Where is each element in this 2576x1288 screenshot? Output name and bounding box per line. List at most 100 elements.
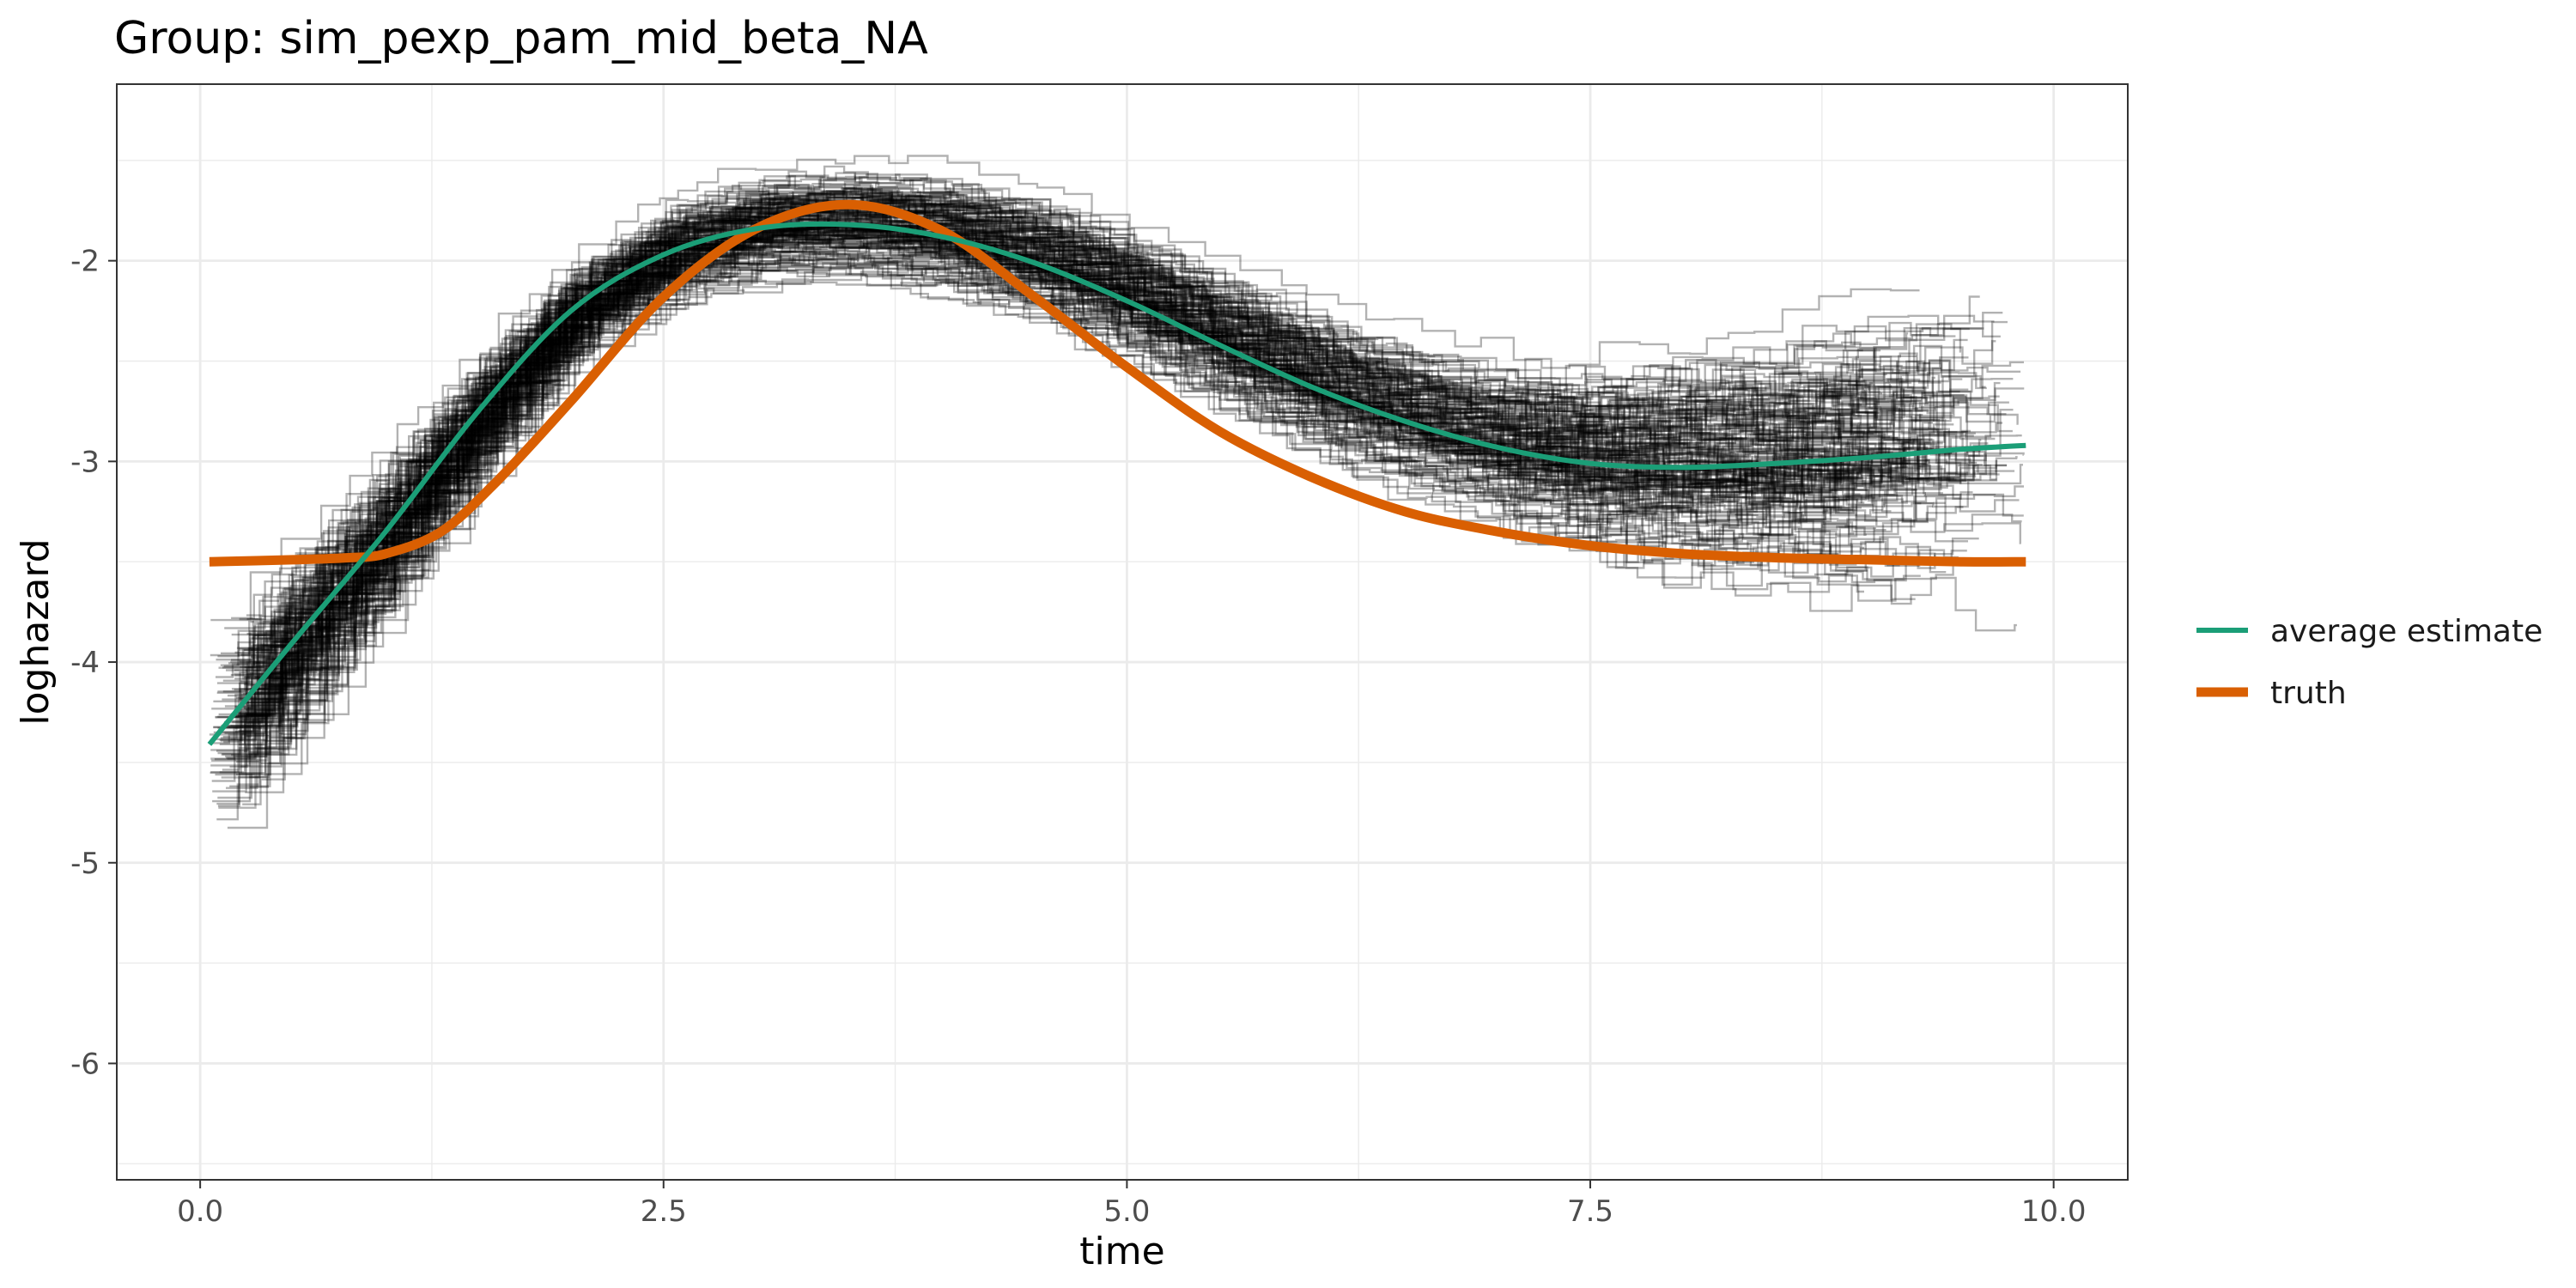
replicate-curve	[250, 210, 2009, 677]
replicate-curve	[218, 261, 1868, 809]
y-axis: -6 -5 -4 -3 -2	[70, 245, 117, 1081]
replicate-curve	[211, 246, 1922, 782]
replicate-curve	[249, 263, 1921, 779]
replicate-curve	[251, 194, 1874, 652]
replicate-curve	[234, 202, 1936, 680]
replicate-curve	[252, 193, 1873, 640]
replicate-curve	[231, 172, 2003, 636]
replicate-curve	[233, 224, 1910, 717]
plot-panel	[117, 84, 2128, 1180]
replicate-curve	[249, 191, 1893, 636]
replicate-curve	[212, 247, 1858, 793]
replicate-curve	[224, 165, 2001, 629]
series-lines	[207, 199, 2026, 746]
replicate-curve	[216, 228, 1909, 752]
replicate-curve	[221, 222, 1978, 727]
replicate-curve	[229, 252, 2021, 769]
replicate-curve	[222, 185, 2008, 669]
replicate-curve	[246, 183, 1956, 621]
replicate-curve	[213, 216, 1974, 729]
replicate-curve	[247, 204, 1954, 668]
replicate-curve	[217, 218, 1864, 733]
replicate-curve	[249, 213, 1933, 694]
replicate-curve	[248, 238, 1926, 723]
replicate-curve	[217, 228, 2015, 755]
replicate-curve	[218, 214, 1936, 716]
replicate-curve	[217, 199, 1883, 693]
replicate-curve	[234, 204, 1954, 677]
replicate-curve	[244, 210, 1953, 686]
replicate-curve	[230, 226, 1983, 727]
plot-border	[116, 83, 2129, 1181]
replicate-curve	[240, 195, 1969, 656]
replicate-curve	[255, 201, 1950, 653]
replicate-curve	[249, 214, 1927, 690]
y-axis-title: loghazard	[14, 538, 58, 725]
replicate-curve	[241, 234, 1857, 734]
x-tick-label: 2.5	[641, 1194, 687, 1229]
replicate-curve	[240, 224, 2022, 704]
replicate-curve	[236, 183, 1881, 649]
replicate-curve	[222, 240, 1861, 756]
replicate-curve	[231, 224, 1893, 715]
replicate-curve	[216, 190, 1941, 684]
replicate-curve	[217, 252, 1855, 799]
replicate-curve	[246, 174, 1995, 617]
replicate-curve	[239, 189, 1917, 650]
replicate-curve	[245, 226, 1929, 711]
replicate-curve	[252, 200, 2000, 659]
replicate-curve	[255, 217, 1908, 694]
replicate-curve	[210, 241, 1863, 775]
replicate-curve	[234, 231, 1905, 733]
legend: average estimate truth	[2196, 614, 2543, 711]
replicate-curve	[242, 281, 2017, 805]
replicate-curve	[238, 237, 1946, 746]
replicate-curve	[245, 222, 1989, 701]
replicate-curve	[252, 242, 1964, 730]
replicate-curve	[240, 231, 2008, 723]
replicate-curve	[246, 235, 1973, 738]
series-line-truth	[209, 199, 2026, 567]
y-tick-label: -2	[70, 245, 100, 279]
replicate-curve	[250, 217, 1908, 703]
replicate-curve	[234, 218, 1886, 708]
replicate-curve	[222, 244, 2022, 771]
replicate-curve	[215, 240, 2024, 776]
y-tick-label: -4	[70, 646, 100, 680]
replicate-curve	[246, 233, 1976, 716]
replicate-curve	[222, 209, 1965, 693]
replicate-curve	[238, 228, 1942, 732]
replicate-curve	[235, 228, 1957, 717]
replicate-curve	[246, 194, 1874, 635]
replicate-curve	[234, 207, 1866, 691]
replicate-curve	[226, 186, 1887, 671]
replicate-curve	[210, 228, 2023, 760]
replicate-curve	[230, 192, 1960, 677]
replicate-curve	[255, 207, 1868, 667]
replicate-curve	[246, 226, 1954, 706]
x-tick-label: 0.0	[177, 1194, 223, 1229]
replicate-curve	[234, 195, 1910, 675]
replicate-curve	[210, 176, 1863, 657]
replicate-curve	[230, 221, 1891, 718]
replicate-curve	[246, 208, 1899, 676]
series-line-average-estimate	[207, 221, 2026, 746]
replicate-curve	[243, 228, 1967, 721]
replicate-curve	[216, 185, 1962, 661]
replicate-curve	[252, 193, 1986, 647]
legend-label: truth	[2270, 676, 2347, 711]
replicate-curve	[236, 245, 1883, 763]
legend-label: average estimate	[2270, 614, 2543, 649]
replicate-curve	[209, 212, 1863, 736]
replicate-curve	[221, 242, 1886, 779]
replicate-curve	[231, 188, 1969, 661]
replicate-curve	[211, 203, 1917, 710]
replicate-curve	[234, 223, 1902, 714]
replicate-curve	[221, 237, 1853, 756]
replicate-curve	[252, 210, 2013, 668]
replicate-curve	[238, 222, 1960, 717]
replicate-curve	[216, 258, 1979, 805]
replicate-curve	[250, 267, 1967, 762]
chart-title: Group: sim_pexp_pam_mid_beta_NA	[114, 13, 928, 64]
